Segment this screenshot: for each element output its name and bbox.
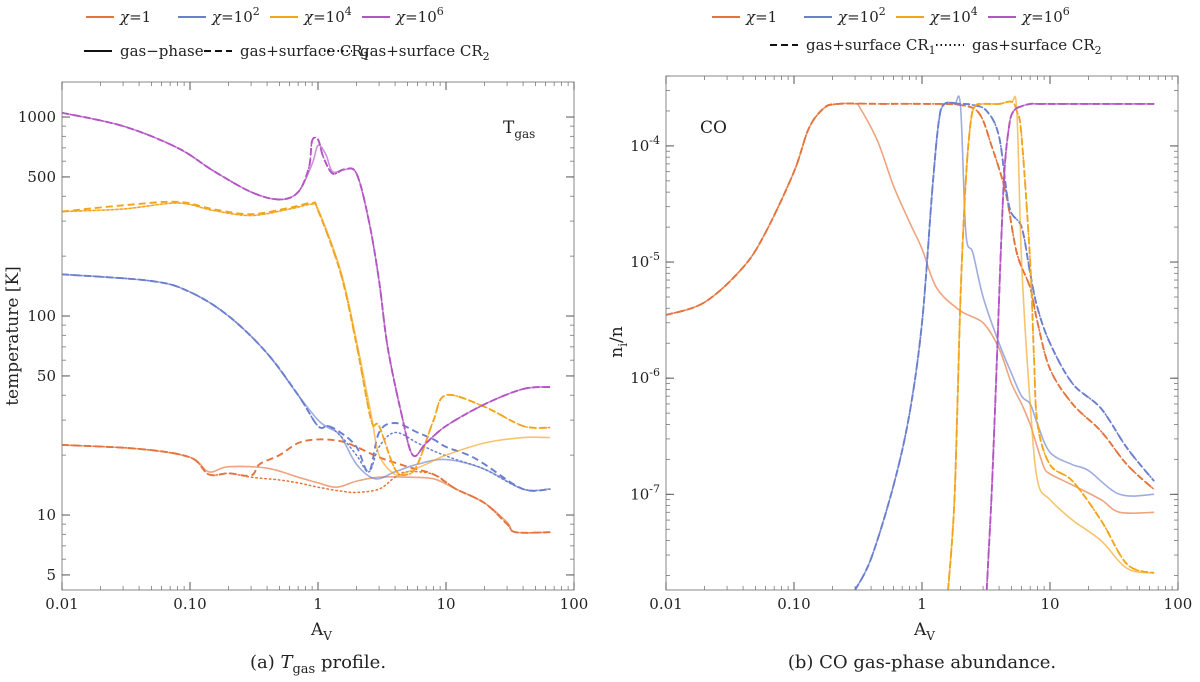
series-line-chi-10e6-dashed bbox=[985, 102, 1155, 590]
y-tick-label: 10-4 bbox=[630, 134, 660, 155]
legend-a: χ=1 χ=102 χ=104 χ=106 gas−phase gas+surface C… bbox=[84, 5, 490, 63]
y-tick-label: 50 bbox=[37, 367, 56, 385]
legend-chi-label: χ=102 bbox=[837, 5, 886, 26]
series-line-chi-10e2-dotted bbox=[854, 101, 1155, 590]
y-tick-label: 500 bbox=[27, 168, 56, 186]
series-line-chi-10e6-solid bbox=[985, 102, 1155, 590]
legend-chi-label: χ=106 bbox=[1021, 5, 1070, 26]
series-line-chi-10e2-solid bbox=[62, 273, 551, 492]
x-tick-label: 0.10 bbox=[173, 595, 206, 613]
y-tick-label: 5 bbox=[46, 566, 56, 584]
series-line-chi-10e4-solid bbox=[947, 95, 1155, 590]
legend-style-label: gas+surface CR1 bbox=[806, 36, 936, 57]
legend-chi-label: χ=106 bbox=[395, 5, 444, 26]
x-tick-label: 0.01 bbox=[649, 595, 682, 613]
legend-b: χ=1 χ=102 χ=104 χ=106 gas+surface CR1 gas+sur… bbox=[712, 5, 1102, 57]
y-tick-label: 100 bbox=[27, 307, 56, 325]
legend-style-label: gas−phase bbox=[120, 42, 204, 60]
legend-chi-label: χ=1 bbox=[119, 8, 151, 26]
series-line-chi-1-solid bbox=[666, 102, 1155, 515]
panel-b-frame bbox=[665, 75, 1179, 591]
legend-chi-label: χ=102 bbox=[211, 5, 260, 26]
x-tick-label: 100 bbox=[560, 595, 589, 613]
series-line-chi-1-dotted bbox=[666, 102, 1155, 491]
panel-a-ylabel: temperature [K] bbox=[3, 266, 23, 406]
series-line-chi-10e4-dashed bbox=[62, 200, 551, 477]
panel-a-annotation: Tgas bbox=[503, 118, 535, 141]
panel-a-xlabel: AV bbox=[310, 620, 332, 643]
legend-style-label: gas+surface CR1 bbox=[240, 42, 370, 63]
x-tick-label: 1 bbox=[313, 595, 323, 613]
series-line-chi-10e2-dotted bbox=[62, 273, 551, 492]
series-line-chi-1-dotted bbox=[62, 444, 551, 534]
panel-b-ylabel: ni/n bbox=[607, 326, 630, 358]
legend-chi-label: χ=1 bbox=[745, 8, 777, 26]
series-line-chi-1-dashed bbox=[666, 102, 1155, 491]
y-tick-label: 10-7 bbox=[630, 482, 660, 503]
panel-b-xlabel: AV bbox=[913, 620, 935, 643]
panel-b-caption: (b) CO gas-phase abundance. bbox=[788, 652, 1056, 673]
x-tick-label: 100 bbox=[1164, 595, 1193, 613]
series-line-chi-10e6-dotted bbox=[985, 102, 1155, 590]
legend-style-label: gas+surface CR2 bbox=[972, 36, 1102, 57]
y-tick-label: 10-5 bbox=[630, 250, 660, 271]
x-tick-label: 0.01 bbox=[45, 595, 78, 613]
y-tick-label: 1000 bbox=[18, 108, 56, 126]
x-tick-label: 10 bbox=[1040, 595, 1059, 613]
y-tick-label: 10 bbox=[37, 506, 56, 524]
panel-a-caption: (a) Tgas profile. bbox=[250, 652, 386, 677]
legend-chi-label: χ=104 bbox=[303, 5, 352, 26]
x-tick-label: 10 bbox=[436, 595, 455, 613]
legend-style-label: gas+surface CR2 bbox=[360, 42, 490, 63]
series-line-chi-10e2-dashed bbox=[62, 273, 551, 492]
y-tick-label: 10-6 bbox=[630, 366, 660, 387]
x-tick-label: 0.10 bbox=[777, 595, 810, 613]
series-line-chi-10e6-dotted bbox=[62, 112, 551, 457]
series-line-chi-1-solid bbox=[62, 444, 551, 534]
panel-b-co-abundance: 0.01 0.10 1 10 100 10-7 10-6 10-5 10-4 CO AV ni/… bbox=[607, 75, 1193, 673]
legend-chi-label: χ=104 bbox=[929, 5, 978, 26]
panel-b-annotation: CO bbox=[700, 118, 727, 138]
series-line-chi-10e4-dotted bbox=[62, 202, 551, 476]
panel-a-temperature: 0.01 0.10 1 10 100 5 10 50 100 500 1000 Tgas AV te… bbox=[3, 81, 589, 677]
series-line-chi-10e4-solid bbox=[62, 201, 551, 477]
series-line-chi-1-dashed bbox=[62, 438, 551, 534]
x-tick-label: 1 bbox=[917, 595, 927, 613]
